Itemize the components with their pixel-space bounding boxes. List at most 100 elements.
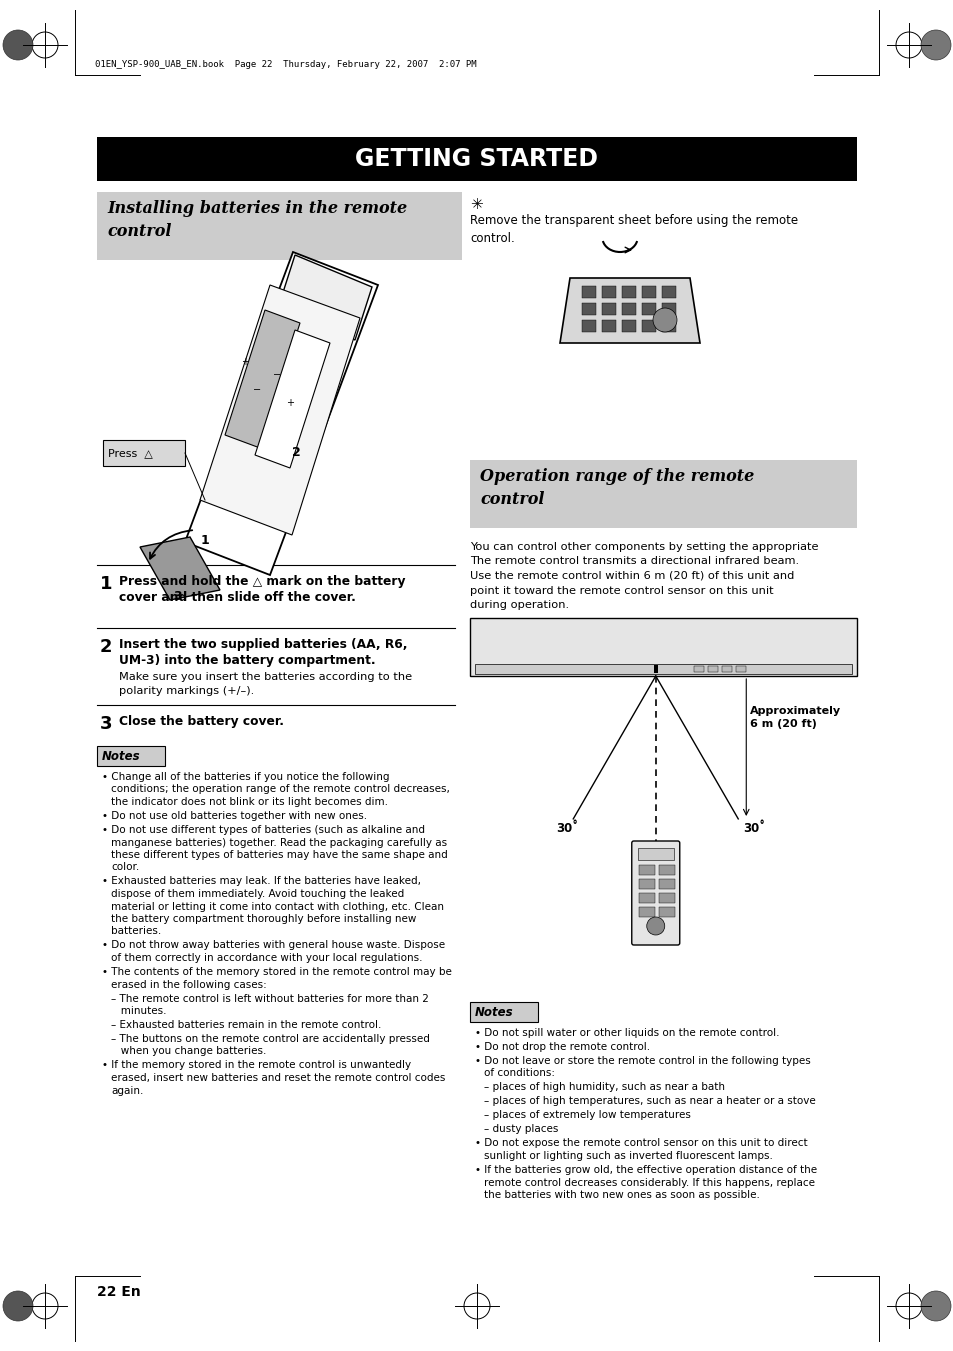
Text: – places of high humidity, such as near a bath: – places of high humidity, such as near …	[483, 1082, 724, 1093]
Bar	[97, 136, 856, 181]
Text: – dusty places: – dusty places	[483, 1124, 558, 1135]
Polygon shape	[277, 255, 372, 340]
Text: sunlight or lighting such as inverted fluorescent lamps.: sunlight or lighting such as inverted fl…	[483, 1151, 772, 1161]
Bar	[659, 907, 674, 917]
Bar	[694, 666, 703, 671]
Text: dispose of them immediately. Avoid touching the leaked: dispose of them immediately. Avoid touch…	[111, 889, 404, 898]
Circle shape	[3, 30, 33, 59]
Bar	[661, 286, 676, 299]
Bar	[641, 286, 656, 299]
Text: Installing batteries in the remote
control: Installing batteries in the remote contr…	[107, 200, 407, 240]
Text: +: +	[286, 399, 294, 408]
Bar	[103, 440, 185, 466]
Bar	[708, 666, 718, 671]
Text: color.: color.	[111, 862, 139, 873]
Text: – The buttons on the remote control are accidentally pressed: – The buttons on the remote control are …	[111, 1034, 430, 1044]
Text: • If the batteries grow old, the effective operation distance of the: • If the batteries grow old, the effecti…	[475, 1165, 817, 1175]
Text: Insert the two supplied batteries (AA, R6,: Insert the two supplied batteries (AA, R…	[119, 638, 407, 651]
Text: cover and then slide off the cover.: cover and then slide off the cover.	[119, 590, 355, 604]
Text: Press and hold the △ mark on the battery: Press and hold the △ mark on the battery	[119, 576, 405, 588]
Text: Notes: Notes	[475, 1006, 513, 1019]
Polygon shape	[559, 278, 700, 343]
Text: GETTING STARTED: GETTING STARTED	[355, 147, 598, 172]
Bar	[638, 848, 673, 861]
Text: UM-3) into the battery compartment.: UM-3) into the battery compartment.	[119, 654, 375, 667]
Bar	[97, 192, 461, 259]
Bar	[639, 893, 654, 902]
Bar	[736, 666, 745, 671]
Bar	[661, 303, 676, 315]
Bar	[659, 880, 674, 889]
Circle shape	[652, 308, 677, 332]
Polygon shape	[200, 285, 359, 535]
Bar	[601, 286, 616, 299]
Text: • Do not throw away batteries with general house waste. Dispose: • Do not throw away batteries with gener…	[102, 940, 445, 951]
Text: – Exhausted batteries remain in the remote control.: – Exhausted batteries remain in the remo…	[111, 1020, 381, 1029]
Text: 22 En: 22 En	[97, 1285, 141, 1300]
Text: when you change batteries.: when you change batteries.	[111, 1047, 266, 1056]
Text: erased in the following cases:: erased in the following cases:	[111, 979, 267, 989]
Text: point it toward the remote control sensor on this unit: point it toward the remote control senso…	[470, 585, 773, 596]
Bar	[621, 286, 636, 299]
Text: The remote control transmits a directional infrared beam.: The remote control transmits a direction…	[470, 557, 799, 566]
Text: – The remote control is left without batteries for more than 2: – The remote control is left without bat…	[111, 993, 429, 1004]
Text: • Do not use different types of batteries (such as alkaline and: • Do not use different types of batterie…	[102, 825, 424, 835]
Text: −: −	[253, 385, 261, 394]
Bar	[659, 893, 674, 902]
Text: ✳: ✳	[470, 197, 482, 212]
Bar	[97, 746, 165, 766]
Polygon shape	[225, 309, 299, 449]
Text: 3: 3	[100, 715, 112, 734]
Bar	[721, 666, 732, 671]
Bar	[475, 663, 851, 674]
Bar	[470, 459, 856, 528]
Text: 30˚: 30˚	[742, 821, 764, 835]
Text: 1: 1	[100, 576, 112, 593]
Text: Make sure you insert the batteries according to the: Make sure you insert the batteries accor…	[119, 671, 412, 682]
Text: material or letting it come into contact with clothing, etc. Clean: material or letting it come into contact…	[111, 901, 443, 912]
Text: • Do not leave or store the remote control in the following types: • Do not leave or store the remote contr…	[475, 1056, 810, 1066]
Bar	[601, 320, 616, 332]
Text: 2: 2	[100, 638, 112, 657]
Text: +: +	[241, 357, 249, 367]
Text: remote control decreases considerably. If this happens, replace: remote control decreases considerably. I…	[483, 1178, 814, 1188]
Text: during operation.: during operation.	[470, 600, 569, 611]
Bar	[639, 907, 654, 917]
Text: the batteries with two new ones as soon as possible.: the batteries with two new ones as soon …	[483, 1190, 760, 1200]
Text: • Do not spill water or other liquids on the remote control.: • Do not spill water or other liquids on…	[475, 1028, 779, 1038]
Polygon shape	[140, 536, 220, 600]
Bar	[470, 1002, 537, 1021]
Text: Notes: Notes	[102, 750, 140, 763]
Text: Use the remote control within 6 m (20 ft) of this unit and: Use the remote control within 6 m (20 ft…	[470, 571, 794, 581]
Polygon shape	[254, 330, 330, 467]
Text: 01EN_YSP-900_UAB_EN.book  Page 22  Thursday, February 22, 2007  2:07 PM: 01EN_YSP-900_UAB_EN.book Page 22 Thursda…	[95, 59, 477, 69]
Text: 30˚: 30˚	[556, 821, 578, 835]
Text: Press  △: Press △	[108, 449, 152, 458]
Bar	[470, 617, 856, 676]
Bar	[639, 865, 654, 875]
Bar	[641, 320, 656, 332]
Bar	[659, 865, 674, 875]
Text: – places of extremely low temperatures: – places of extremely low temperatures	[483, 1111, 690, 1120]
Text: conditions; the operation range of the remote control decreases,: conditions; the operation range of the r…	[111, 785, 450, 794]
Text: You can control other components by setting the appropriate: You can control other components by sett…	[470, 542, 818, 553]
Bar	[581, 320, 596, 332]
Text: of them correctly in accordance with your local regulations.: of them correctly in accordance with you…	[111, 952, 422, 963]
Bar	[661, 320, 676, 332]
Text: these different types of batteries may have the same shape and: these different types of batteries may h…	[111, 850, 447, 861]
Text: minutes.: minutes.	[111, 1006, 167, 1016]
Circle shape	[646, 917, 664, 935]
Text: 2: 2	[292, 446, 300, 458]
Bar	[653, 665, 657, 673]
Text: Remove the transparent sheet before using the remote
control.: Remove the transparent sheet before usin…	[470, 213, 798, 245]
Bar	[581, 303, 596, 315]
Text: • Do not expose the remote control sensor on this unit to direct: • Do not expose the remote control senso…	[475, 1139, 807, 1148]
Circle shape	[920, 30, 950, 59]
Text: • Do not use old batteries together with new ones.: • Do not use old batteries together with…	[102, 811, 367, 821]
Text: of conditions:: of conditions:	[483, 1069, 555, 1078]
Bar	[581, 286, 596, 299]
Bar	[639, 880, 654, 889]
Circle shape	[3, 1292, 33, 1321]
Text: • The contents of the memory stored in the remote control may be: • The contents of the memory stored in t…	[102, 967, 452, 977]
Text: polarity markings (+/–).: polarity markings (+/–).	[119, 686, 254, 696]
